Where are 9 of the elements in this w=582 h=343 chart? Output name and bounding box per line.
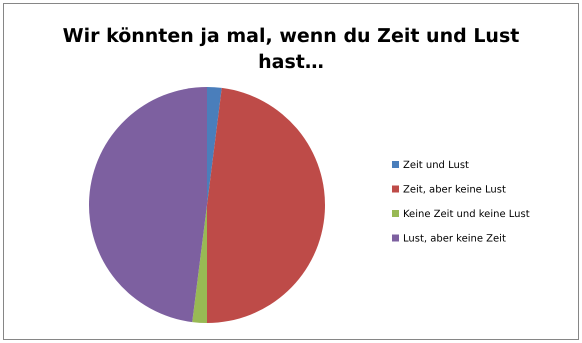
pie-slice	[207, 87, 222, 205]
legend-label: Zeit, aber keine Lust	[403, 184, 506, 196]
legend-label: Keine Zeit und keine Lust	[403, 209, 530, 220]
pie-slice	[192, 205, 207, 323]
chart-title: Wir könnten ja mal, wenn du Zeit und Lust hast…	[62, 25, 520, 73]
pie-slice	[89, 87, 207, 322]
pie-slice	[207, 88, 325, 323]
legend-label: Zeit und Lust	[403, 160, 470, 171]
legend-label: Lust, aber keine Zeit	[403, 234, 506, 244]
